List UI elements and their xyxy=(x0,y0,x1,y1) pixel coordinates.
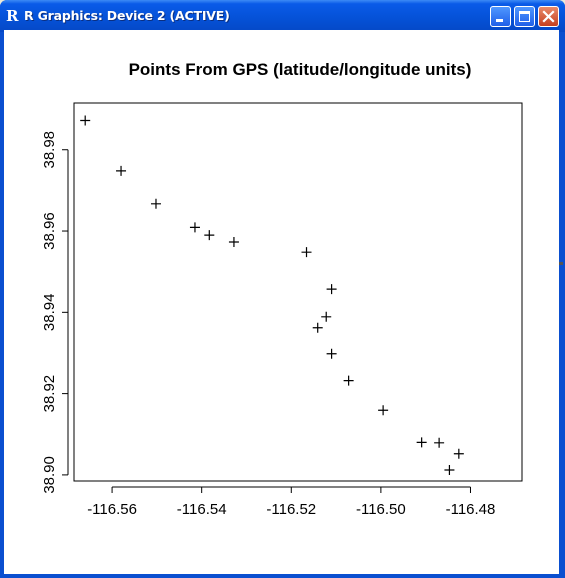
data-point-marker xyxy=(378,405,389,416)
x-tick-label: -116.52 xyxy=(266,501,316,518)
maximize-icon xyxy=(519,11,530,22)
data-point-marker xyxy=(150,198,161,209)
plot-frame xyxy=(73,102,523,482)
data-point-marker xyxy=(321,311,332,322)
y-tick-label: 38.94 xyxy=(41,294,58,332)
scatter-plot: Points From GPS (latitude/longitude unit… xyxy=(41,60,523,518)
y-tick-label: 38.90 xyxy=(41,456,58,494)
y-tick-label: 38.92 xyxy=(41,375,58,413)
data-point-marker xyxy=(312,322,323,333)
data-point-marker xyxy=(343,375,354,386)
data-point-marker xyxy=(434,437,445,448)
data-point-marker xyxy=(116,165,127,176)
x-axis: -116.56 -116.54 -116.52 -116.50 -116.48 xyxy=(87,486,496,518)
data-point-marker xyxy=(326,348,337,359)
y-axis: 38.90 38.92 38.94 38.96 38.98 xyxy=(41,131,69,494)
x-tick-label: -116.50 xyxy=(356,501,406,518)
window-edge-mark xyxy=(559,262,563,265)
window-title: R Graphics: Device 2 (ACTIVE) xyxy=(24,8,230,23)
title-bar[interactable]: R R Graphics: Device 2 (ACTIVE) xyxy=(0,0,565,32)
close-button[interactable] xyxy=(538,6,559,27)
x-tick-label: -116.48 xyxy=(446,501,496,518)
data-point-marker xyxy=(416,437,427,448)
x-tick-label: -116.56 xyxy=(87,501,137,518)
y-tick-label: 38.96 xyxy=(41,212,58,250)
data-point-marker xyxy=(444,465,455,476)
r-app-icon[interactable]: R xyxy=(6,7,19,25)
data-point-marker xyxy=(326,284,337,295)
data-point-marker xyxy=(189,222,200,233)
minimize-button[interactable] xyxy=(490,6,511,27)
close-icon xyxy=(542,10,555,23)
minimize-icon xyxy=(496,19,503,22)
maximize-button[interactable] xyxy=(514,6,535,27)
data-point-marker xyxy=(80,115,91,126)
data-point-marker xyxy=(204,230,215,241)
x-tick-label: -116.54 xyxy=(177,501,227,518)
data-point-marker xyxy=(228,237,239,248)
y-tick-label: 38.98 xyxy=(41,131,58,169)
data-point-marker xyxy=(301,247,312,258)
data-points xyxy=(80,115,464,476)
chart-title: Points From GPS (latitude/longitude unit… xyxy=(129,60,472,79)
plot-device-area: Points From GPS (latitude/longitude unit… xyxy=(4,30,559,574)
data-point-marker xyxy=(453,448,464,459)
